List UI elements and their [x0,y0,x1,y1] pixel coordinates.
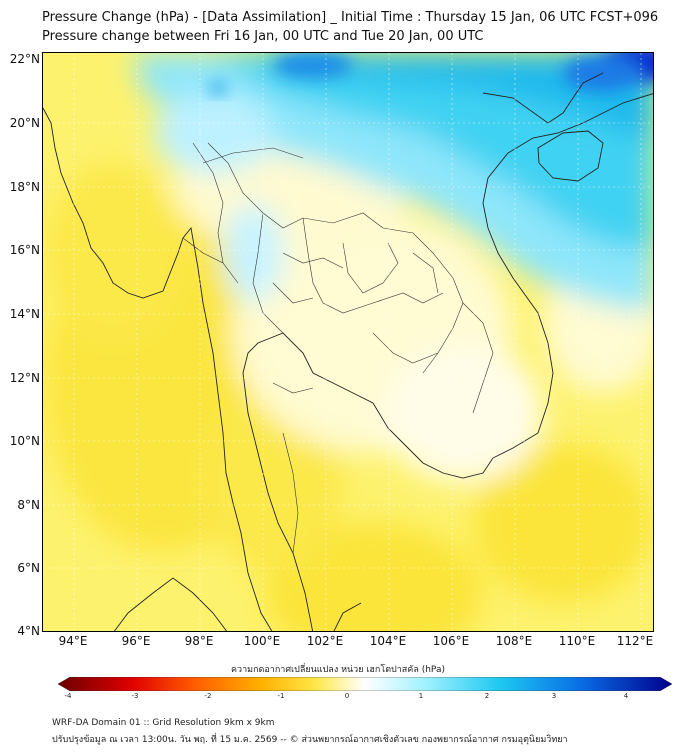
colorbar-tick: 4 [623,692,629,700]
lat-tick-label: 4°N [17,624,40,638]
colorbar-tick: -1 [277,692,285,700]
lon-tick-label: 108°E [495,634,533,648]
lat-tick-label: 16°N [9,243,40,257]
lat-tick-label: 22°N [9,52,40,66]
lat-tick-label: 14°N [9,307,40,321]
map-subtitle: Pressure change between Fri 16 Jan, 00 U… [42,29,484,44]
lon-tick-label: 104°E [369,634,407,648]
map-title: Pressure Change (hPa) - [Data Assimilati… [42,10,659,25]
coastlines [43,72,653,631]
lon-tick-label: 110°E [558,634,596,648]
lat-tick-label: 18°N [9,180,40,194]
colorbar-tick: -2 [204,692,212,700]
lat-tick-label: 10°N [9,434,40,448]
lon-tick-label: 98°E [184,634,214,648]
province-borders [182,142,494,554]
model-info-footer: WRF-DA Domain 01 :: Grid Resolution 9km … [52,718,275,728]
lat-tick-label: 12°N [9,371,40,385]
colorbar-label: ความกดอากาศเปลี่ยนแปลง หน่วย เฮกโตปาสคัล… [231,665,445,675]
colorbar-tick: 1 [418,692,424,700]
pressure-field-peaks [208,53,653,96]
pressure-change-map [42,52,654,632]
colorbar-tick: 3 [551,692,557,700]
lon-tick-label: 112°E [616,634,654,648]
graticule [43,53,653,631]
pressure-field-svg [43,53,653,631]
lon-tick-label: 102°E [306,634,344,648]
lat-tick-label: 8°N [17,498,40,512]
lon-tick-label: 94°E [58,634,88,648]
lon-tick-label: 100°E [243,634,281,648]
colorbar-tick: 0 [344,692,350,700]
lat-tick-label: 20°N [9,116,40,130]
colorbar-tick: -4 [64,692,72,700]
update-credit-footer: ปรับปรุงข้อมูล ณ เวลา 13:00น. วัน พฤ. ที… [52,735,568,745]
colorbar-tick: -3 [131,692,139,700]
colorbar-tick: 2 [484,692,490,700]
colorbar-gradient [58,677,672,691]
colorbar [58,677,672,691]
lat-tick-label: 6°N [17,561,40,575]
lon-tick-label: 106°E [432,634,470,648]
lon-tick-label: 96°E [121,634,151,648]
